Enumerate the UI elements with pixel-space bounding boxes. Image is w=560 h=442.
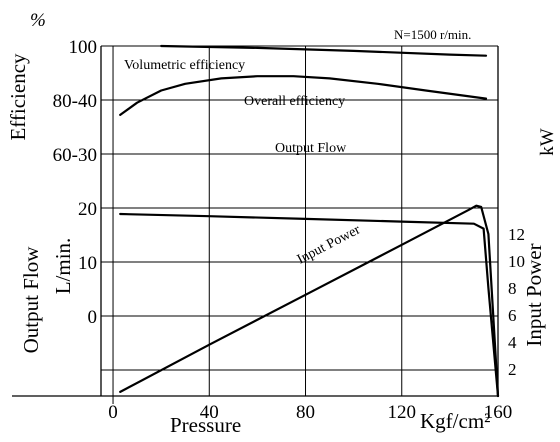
right-tick-label-2: 6	[508, 306, 517, 325]
right-tick-label-0: 2	[508, 360, 517, 379]
x-tick-label-1: 40	[200, 402, 219, 423]
x-tick-label-0: 0	[108, 402, 118, 423]
series-group	[119, 44, 500, 398]
left-tick-label-3: 20	[78, 199, 97, 220]
right-tick-label-3: 8	[508, 279, 517, 298]
output-flow-axis-label: Output Flow	[19, 246, 43, 354]
input-power-unit-label: kW	[537, 128, 558, 156]
x-tick-label-4: 160	[484, 402, 513, 423]
x-tick-label-2: 80	[296, 402, 315, 423]
efficiency-axis-label: Efficiency	[6, 53, 30, 141]
condition-label: N=1500 r/min.	[394, 27, 471, 42]
right-tick-label-5: 12	[508, 225, 525, 244]
output-flow-unit-label: L/min.	[51, 238, 75, 295]
left-tick-label-4: 10	[78, 253, 97, 274]
left-tick-label-1: 80-40	[53, 91, 97, 112]
left-tick-label-5: 0	[88, 307, 98, 328]
right-tick-label-4: 10	[508, 252, 525, 271]
efficiency-unit: %	[30, 10, 46, 31]
series-label-output-flow: Output Flow	[275, 141, 347, 156]
x-axis-label: Pressure	[170, 413, 241, 437]
plot-frame	[12, 46, 499, 404]
x-axis-unit-label: Kgf/cm²	[420, 409, 490, 433]
x-tick-label-3: 120	[388, 402, 417, 423]
input-power-axis-label: Input Power	[522, 243, 546, 346]
series-line-input-power	[119, 204, 500, 398]
series-label-overall: Overall efficiency	[244, 94, 345, 109]
series-label-volumetric: Volumetric efficiency	[124, 58, 245, 73]
left-tick-label-0: 100	[69, 37, 98, 58]
series-line-volumetric	[160, 44, 488, 57]
series-line-overall	[119, 75, 488, 117]
right-tick-label-1: 4	[508, 333, 517, 352]
left-tick-label-2: 60-30	[53, 145, 97, 166]
series-line-output-flow	[119, 212, 500, 398]
